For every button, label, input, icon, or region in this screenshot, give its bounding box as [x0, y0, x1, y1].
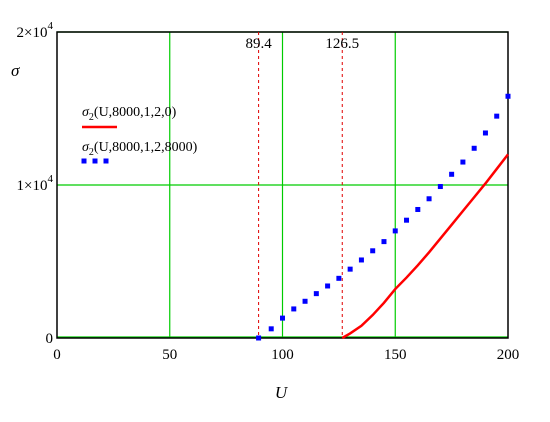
legend-item-1: σ2(U,8000,1,2,0) [82, 105, 177, 129]
vertical-markers: 89.4 126.5 [245, 32, 359, 338]
series-point-2 [325, 283, 331, 289]
legend-label-2-fn: σ [82, 140, 90, 155]
tick-labels: 0 50 100 150 200 0 1×104 2×104 [17, 20, 520, 363]
series-point-2 [505, 93, 511, 99]
legend-label-2-sub: 2 [89, 147, 94, 158]
legend-dot [103, 158, 109, 164]
plot-frame [56, 31, 509, 339]
x-tick-label: 200 [497, 347, 520, 363]
series-point-2 [392, 228, 398, 234]
series-point-2 [256, 335, 262, 341]
series-point-2 [370, 248, 376, 254]
legend-label-1-sub: 2 [89, 112, 94, 123]
y-tick-label: 1×104 [17, 173, 54, 194]
series-point-2 [494, 113, 500, 119]
data-series [256, 93, 511, 341]
legend-label-1-args: (U,8000,1,2,0) [94, 105, 177, 120]
series-point-2 [291, 306, 297, 312]
series-point-2 [302, 298, 308, 304]
legend-label-2: σ2(U,8000,1,2,8000) [82, 140, 198, 158]
legend-label-2-args: (U,8000,1,2,8000) [94, 140, 198, 155]
series-point-2 [449, 171, 455, 177]
y-tick-label: 2×104 [17, 20, 54, 41]
series-point-2 [347, 266, 353, 272]
series-point-2 [336, 275, 342, 281]
legend-dot [81, 158, 87, 164]
legend-label-1: σ2(U,8000,1,2,0) [82, 105, 177, 123]
x-tick-label: 0 [53, 347, 61, 363]
series-point-2 [426, 196, 432, 202]
x-axis-title: U [275, 383, 289, 402]
series-point-2 [404, 217, 410, 223]
series-point-2 [381, 239, 387, 245]
series-point-2 [415, 206, 421, 212]
legend-item-2: σ2(U,8000,1,2,8000) [81, 140, 198, 164]
legend-label-1-fn: σ [82, 105, 90, 120]
marker-label: 89.4 [245, 36, 272, 52]
series-point-2 [437, 184, 443, 190]
x-tick-label: 50 [162, 347, 177, 363]
x-tick-label: 100 [271, 347, 294, 363]
series-point-2 [358, 257, 364, 263]
legend: σ2(U,8000,1,2,0) σ2(U,8000,1,2,8000) [81, 105, 198, 164]
series-point-2 [280, 315, 285, 321]
series-point-2 [471, 145, 477, 151]
legend-swatch-dotted [81, 158, 109, 164]
x-tick-label: 150 [384, 347, 407, 363]
series-line-1 [341, 153, 509, 340]
series-point-2 [268, 326, 274, 332]
series-point-2 [460, 159, 466, 165]
series-point-2 [313, 291, 319, 297]
marker-label: 126.5 [325, 36, 359, 52]
y-axis-title: σ [11, 61, 20, 80]
series-point-2 [482, 130, 488, 136]
legend-dot [92, 158, 98, 164]
y-tick-label: 0 [46, 331, 54, 347]
